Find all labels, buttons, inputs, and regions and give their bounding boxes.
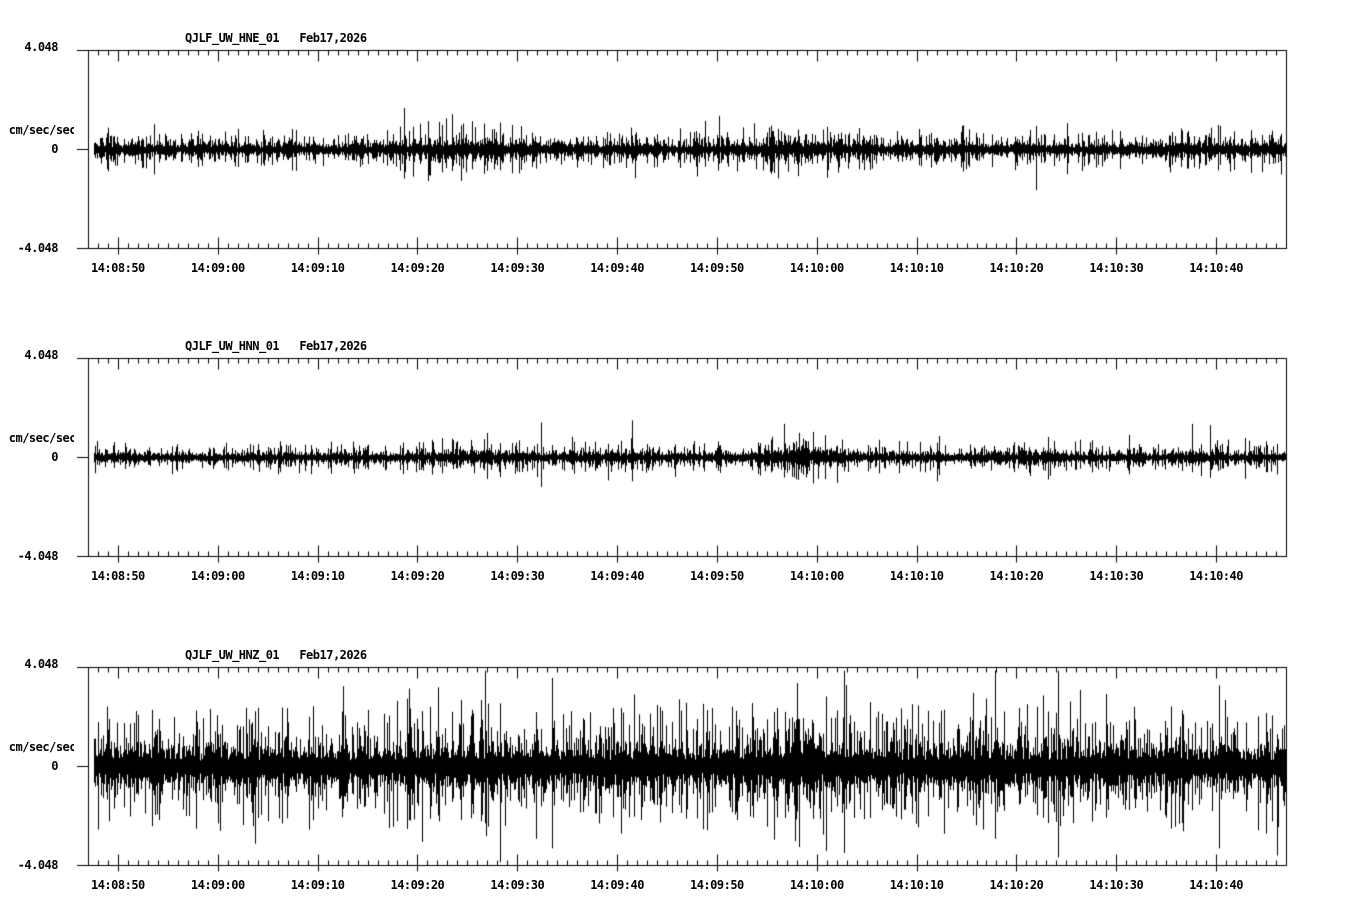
- x-tick-label: 14:10:10: [889, 569, 944, 583]
- panel-title: QJLF_UW_HNE_01 Feb17,2026: [185, 31, 367, 45]
- x-axis-tick-labels: 14:08:50 14:09:00 14:09:10 14:09:20 14:09:30…: [0, 260, 1358, 276]
- x-tick-label: 14:08:50: [90, 569, 145, 583]
- panel-title: QJLF_UW_HNZ_01 Feb17,2026: [185, 648, 367, 662]
- x-tick-label: 14:09:20: [390, 261, 445, 275]
- x-tick-label: 14:10:30: [1089, 569, 1144, 583]
- y-tick-label-max: 4.048: [24, 657, 58, 671]
- y-tick-label-zero: 0: [51, 450, 58, 464]
- y-tick-label-min: -4.048: [17, 241, 59, 255]
- x-tick-label: 14:09:20: [390, 569, 445, 583]
- x-tick-label: 14:09:50: [689, 878, 744, 892]
- x-tick-label: 14:10:30: [1089, 261, 1144, 275]
- x-tick-label: 14:09:10: [290, 261, 345, 275]
- x-tick-label: 14:10:20: [989, 878, 1044, 892]
- y-tick-label-max: 4.048: [24, 40, 58, 54]
- x-tick-label: 14:09:40: [590, 878, 644, 892]
- x-tick-label: 14:09:10: [290, 878, 345, 892]
- y-tick-label-min: -4.048: [17, 858, 59, 872]
- x-tick-label: 14:09:00: [190, 261, 245, 275]
- waveform-canvas-hne: [74, 48, 1292, 260]
- x-tick-label: 14:10:20: [989, 569, 1044, 583]
- y-tick-label-zero: 0: [51, 142, 58, 156]
- x-tick-label: 14:10:20: [989, 261, 1044, 275]
- x-tick-label: 14:10:30: [1089, 878, 1144, 892]
- x-tick-label: 14:08:50: [90, 878, 145, 892]
- x-tick-label: 14:09:40: [590, 569, 644, 583]
- x-tick-label: 14:10:10: [889, 878, 944, 892]
- panel-title: QJLF_UW_HNN_01 Feb17,2026: [185, 339, 367, 353]
- x-tick-label: 14:09:00: [190, 569, 245, 583]
- y-tick-label-zero: 0: [51, 759, 58, 773]
- x-axis-tick-labels: 14:08:50 14:09:00 14:09:10 14:09:20 14:09:30…: [0, 877, 1358, 893]
- x-tick-label: 14:10:40: [1189, 569, 1243, 583]
- x-tick-label: 14:10:10: [889, 261, 944, 275]
- y-axis-units-label: cm/sec/sec: [8, 740, 77, 754]
- y-axis-units-label: cm/sec/sec: [8, 431, 77, 445]
- y-tick-label-max: 4.048: [24, 348, 58, 362]
- x-tick-label: 14:09:10: [290, 569, 345, 583]
- x-tick-label: 14:10:00: [789, 878, 844, 892]
- x-tick-label: 14:09:20: [390, 878, 445, 892]
- x-tick-label: 14:10:40: [1189, 878, 1243, 892]
- y-axis-units-label: cm/sec/sec: [8, 123, 77, 137]
- x-tick-label: 14:10:00: [789, 261, 844, 275]
- x-tick-label: 14:09:30: [490, 878, 545, 892]
- x-tick-label: 14:09:40: [590, 261, 644, 275]
- x-tick-label: 14:09:30: [490, 569, 545, 583]
- x-axis-tick-labels: 14:08:50 14:09:00 14:09:10 14:09:20 14:09:30…: [0, 568, 1358, 584]
- x-tick-label: 14:08:50: [90, 261, 145, 275]
- x-tick-label: 14:10:00: [789, 569, 844, 583]
- waveform-canvas-hnn: [74, 356, 1292, 568]
- x-tick-label: 14:09:50: [689, 261, 744, 275]
- x-tick-label: 14:09:30: [490, 261, 545, 275]
- y-tick-label-min: -4.048: [17, 549, 59, 563]
- waveform-canvas-hnz: [74, 665, 1292, 877]
- x-tick-label: 14:09:00: [190, 878, 245, 892]
- x-tick-label: 14:10:40: [1189, 261, 1243, 275]
- x-tick-label: 14:09:50: [689, 569, 744, 583]
